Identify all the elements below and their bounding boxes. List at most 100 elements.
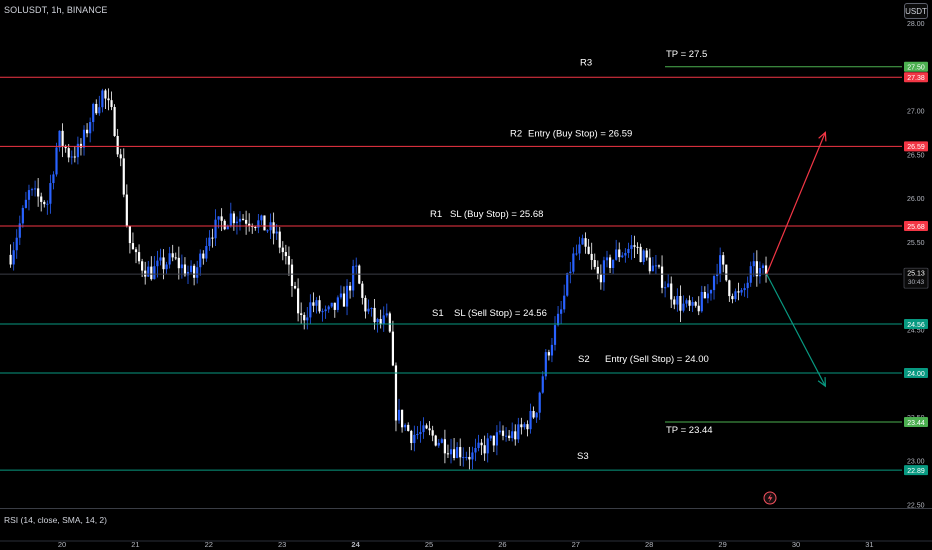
y-axis-tick-label: 27.00 — [907, 109, 925, 116]
candle-up — [566, 273, 569, 296]
candle-down — [318, 300, 321, 312]
rsi-indicator-label[interactable]: RSI (14, close, SMA, 14, 2) — [4, 515, 107, 525]
candle-up — [226, 225, 229, 230]
candle-up — [24, 199, 28, 208]
candle-down — [459, 447, 462, 458]
candle-up — [642, 250, 645, 263]
candle-up — [550, 344, 554, 356]
candle-up — [156, 260, 159, 267]
candle-down — [722, 255, 725, 265]
level-annotation-s1: SL (Sell Stop) = 24.56 — [454, 308, 547, 319]
candle-down — [673, 299, 676, 305]
candle-up — [553, 325, 557, 345]
candle-up — [578, 244, 581, 254]
candle-down — [410, 430, 413, 444]
candle-up — [709, 290, 713, 294]
candle-up — [257, 220, 260, 228]
candle-up — [385, 313, 388, 316]
price-axis-badge — [904, 417, 928, 427]
x-axis-tick-label: 21 — [131, 540, 139, 549]
candle-up — [440, 439, 443, 443]
y-axis-tick-label: 28.00 — [907, 21, 925, 28]
current-price-label: 25.13 — [907, 271, 925, 278]
candle-down — [131, 243, 135, 250]
currency-button[interactable]: USDT — [904, 3, 928, 19]
candle-down — [425, 425, 428, 429]
level-annotation-r2: Entry (Buy Stop) = 26.59 — [528, 128, 632, 139]
candle-down — [284, 252, 287, 257]
candle-up — [382, 315, 385, 324]
candle-down — [342, 293, 346, 307]
candle-down — [407, 424, 410, 431]
candle-up — [229, 213, 232, 226]
x-axis-tick-label: 22 — [205, 540, 213, 549]
candle-up — [535, 412, 538, 418]
x-axis-tick-label: 27 — [572, 540, 580, 549]
candle-up — [92, 103, 95, 123]
candle-up — [474, 448, 477, 453]
candle-up — [33, 188, 37, 190]
projection-arrow-up[interactable] — [766, 132, 826, 275]
level-name-r3: R3 — [580, 57, 592, 68]
candle-up — [260, 215, 263, 221]
candle-up — [336, 297, 339, 310]
candle-down — [211, 237, 214, 239]
candle-up — [309, 302, 312, 318]
candle-up — [706, 293, 710, 299]
candle-down — [220, 216, 223, 221]
candle-down — [278, 231, 281, 248]
candle-up — [719, 255, 722, 275]
candle-up — [98, 107, 101, 114]
take-profit-label: TP = 27.5 — [666, 49, 707, 60]
candle-up — [569, 271, 572, 274]
candle-down — [492, 435, 495, 446]
candle-up — [691, 302, 694, 306]
candle-up — [605, 257, 609, 261]
candle-down — [40, 196, 43, 202]
candle-down — [755, 261, 758, 277]
candle-down — [679, 295, 682, 311]
projection-arrow-down[interactable] — [766, 273, 826, 387]
candle-down — [670, 283, 673, 300]
candle-down — [520, 424, 523, 428]
y-axis-tick-label: 23.00 — [907, 459, 925, 466]
candle-down — [648, 257, 651, 272]
candle-up — [560, 309, 563, 314]
candle-up — [498, 430, 502, 433]
candle-down — [639, 246, 642, 263]
price-axis-badge — [904, 141, 928, 152]
candle-up — [419, 432, 422, 435]
price-axis-badge-label: 24.56 — [907, 322, 925, 329]
candle-down — [508, 435, 511, 439]
x-axis-tick-label: 26 — [498, 540, 506, 549]
candle-down — [272, 222, 275, 234]
candle-up — [89, 122, 92, 134]
y-axis-tick-label: 24.50 — [907, 327, 925, 334]
candle-down — [85, 129, 89, 134]
candle-up — [504, 435, 508, 437]
candle-up — [449, 449, 453, 455]
candle-down — [67, 148, 70, 158]
candle-down — [174, 257, 177, 259]
candle-down — [134, 249, 138, 253]
x-axis-tick-label: 24 — [351, 540, 360, 549]
candle-up — [339, 293, 343, 298]
candle-down — [232, 213, 235, 224]
candle-down — [645, 250, 648, 258]
symbol-label: SOLUSDT, 1h, BINANCE — [4, 5, 108, 15]
candle-up — [165, 264, 168, 270]
candle-up — [70, 156, 73, 158]
candle-down — [737, 291, 740, 293]
candle-up — [489, 435, 492, 439]
candle-up — [30, 189, 34, 191]
candle-up — [541, 376, 544, 393]
candle-up — [397, 409, 401, 421]
x-axis-tick-label: 31 — [865, 540, 873, 549]
candle-up — [462, 457, 465, 459]
candle-down — [452, 449, 456, 458]
candle-up — [416, 434, 419, 436]
candle-up — [685, 300, 688, 304]
